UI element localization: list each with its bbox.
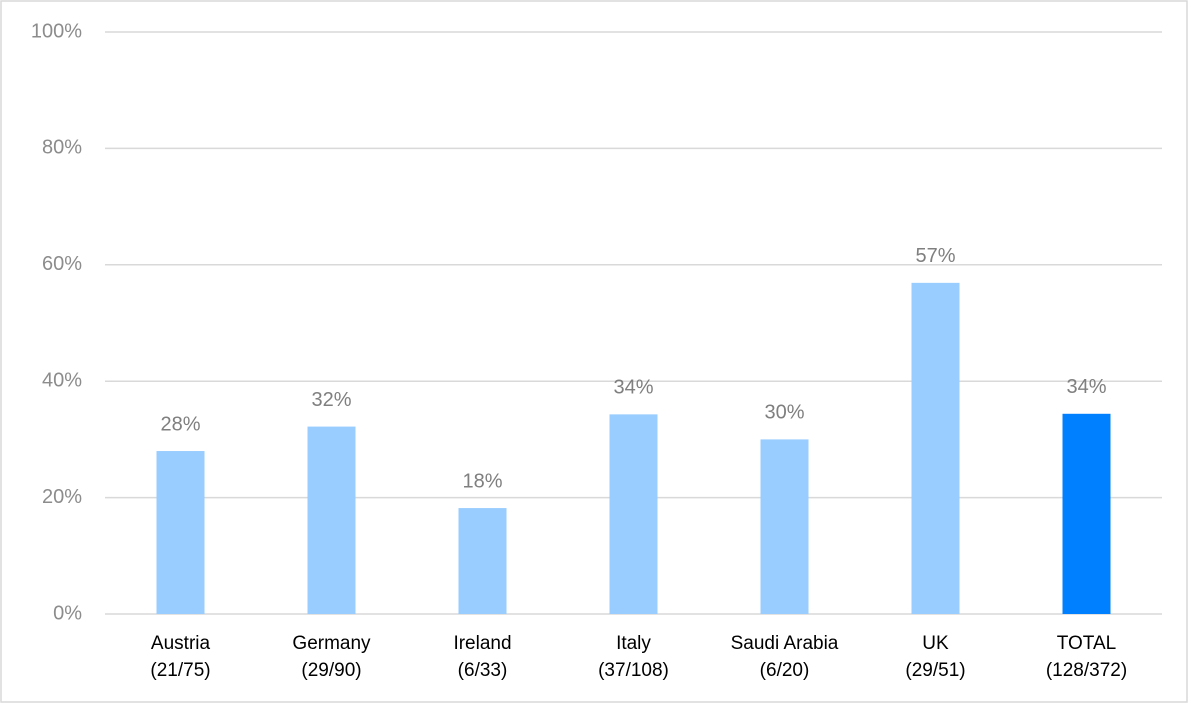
bar (458, 508, 507, 614)
bar (609, 414, 658, 614)
data-label: 32% (311, 389, 351, 411)
data-label: 34% (1066, 376, 1106, 398)
bar (156, 451, 205, 614)
y-tick-label: 0% (53, 602, 82, 624)
x-tick-label: (6/20) (760, 660, 810, 681)
x-tick-label: Ireland (453, 633, 511, 654)
x-tick-label: (29/90) (301, 660, 361, 681)
bar (760, 439, 809, 614)
data-label: 18% (462, 470, 502, 492)
x-tick-label: (29/51) (905, 660, 965, 681)
data-label: 30% (764, 402, 804, 424)
y-tick-label: 60% (42, 253, 82, 275)
x-tick-label: (128/372) (1046, 660, 1127, 681)
data-label: 34% (613, 377, 653, 399)
x-tick-label: UK (922, 633, 949, 654)
data-label: 28% (160, 413, 200, 435)
y-tick-label: 80% (42, 137, 82, 159)
bar (1062, 413, 1111, 614)
x-tick-label: Saudi Arabia (731, 633, 839, 654)
x-tick-label: (21/75) (150, 660, 210, 681)
x-tick-label: (6/33) (458, 660, 508, 681)
y-tick-label: 40% (42, 369, 82, 391)
bar (911, 282, 960, 614)
y-tick-label: 100% (31, 20, 82, 42)
data-label: 57% (915, 245, 955, 267)
y-tick-label: 20% (42, 486, 82, 508)
x-tick-label: Italy (616, 633, 651, 654)
x-tick-label: TOTAL (1057, 633, 1116, 654)
x-tick-label: (37/108) (598, 660, 669, 681)
bar (307, 426, 356, 614)
x-tick-label: Germany (292, 633, 371, 654)
x-tick-label: Austria (151, 633, 211, 654)
